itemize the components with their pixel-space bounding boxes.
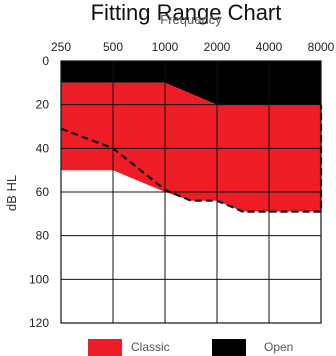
x-tick-500: 500 [103, 40, 123, 54]
legend-swatch-open [212, 339, 246, 356]
y-tick-60: 60 [36, 185, 50, 199]
dashed-limit-polyline [60, 104, 323, 213]
legend-swatch-classic [88, 339, 122, 356]
x-tick-2000: 2000 [204, 40, 231, 54]
series-areas [61, 61, 321, 212]
y-tick-80: 80 [36, 229, 50, 243]
y-tick-40: 40 [36, 141, 50, 155]
y-tick-labels: 0 20 40 60 80 100 120 [29, 54, 49, 330]
chart-title: Fitting Range Chart [91, 0, 282, 25]
x-tick-1000: 1000 [152, 40, 179, 54]
limit-dashed-line [60, 104, 323, 213]
y-tick-120: 120 [29, 316, 49, 330]
x-tick-250: 250 [51, 40, 71, 54]
y-tick-0: 0 [42, 54, 49, 68]
x-axis-label: Frequency [160, 12, 222, 27]
area-open [61, 61, 321, 105]
legend: Classic Open [88, 339, 293, 356]
x-tick-4000: 4000 [256, 40, 283, 54]
legend-label-classic: Classic [131, 340, 170, 354]
x-tick-labels: 250 500 1000 2000 4000 8000 [51, 40, 335, 54]
y-tick-20: 20 [36, 98, 50, 112]
legend-label-open: Open [264, 340, 293, 354]
grid-lines [61, 61, 321, 323]
area-classic [61, 82, 321, 212]
plot-border [60, 60, 322, 324]
y-axis-label: dB HL [4, 175, 19, 211]
x-tick-8000: 8000 [308, 40, 335, 54]
y-tick-100: 100 [29, 272, 49, 286]
